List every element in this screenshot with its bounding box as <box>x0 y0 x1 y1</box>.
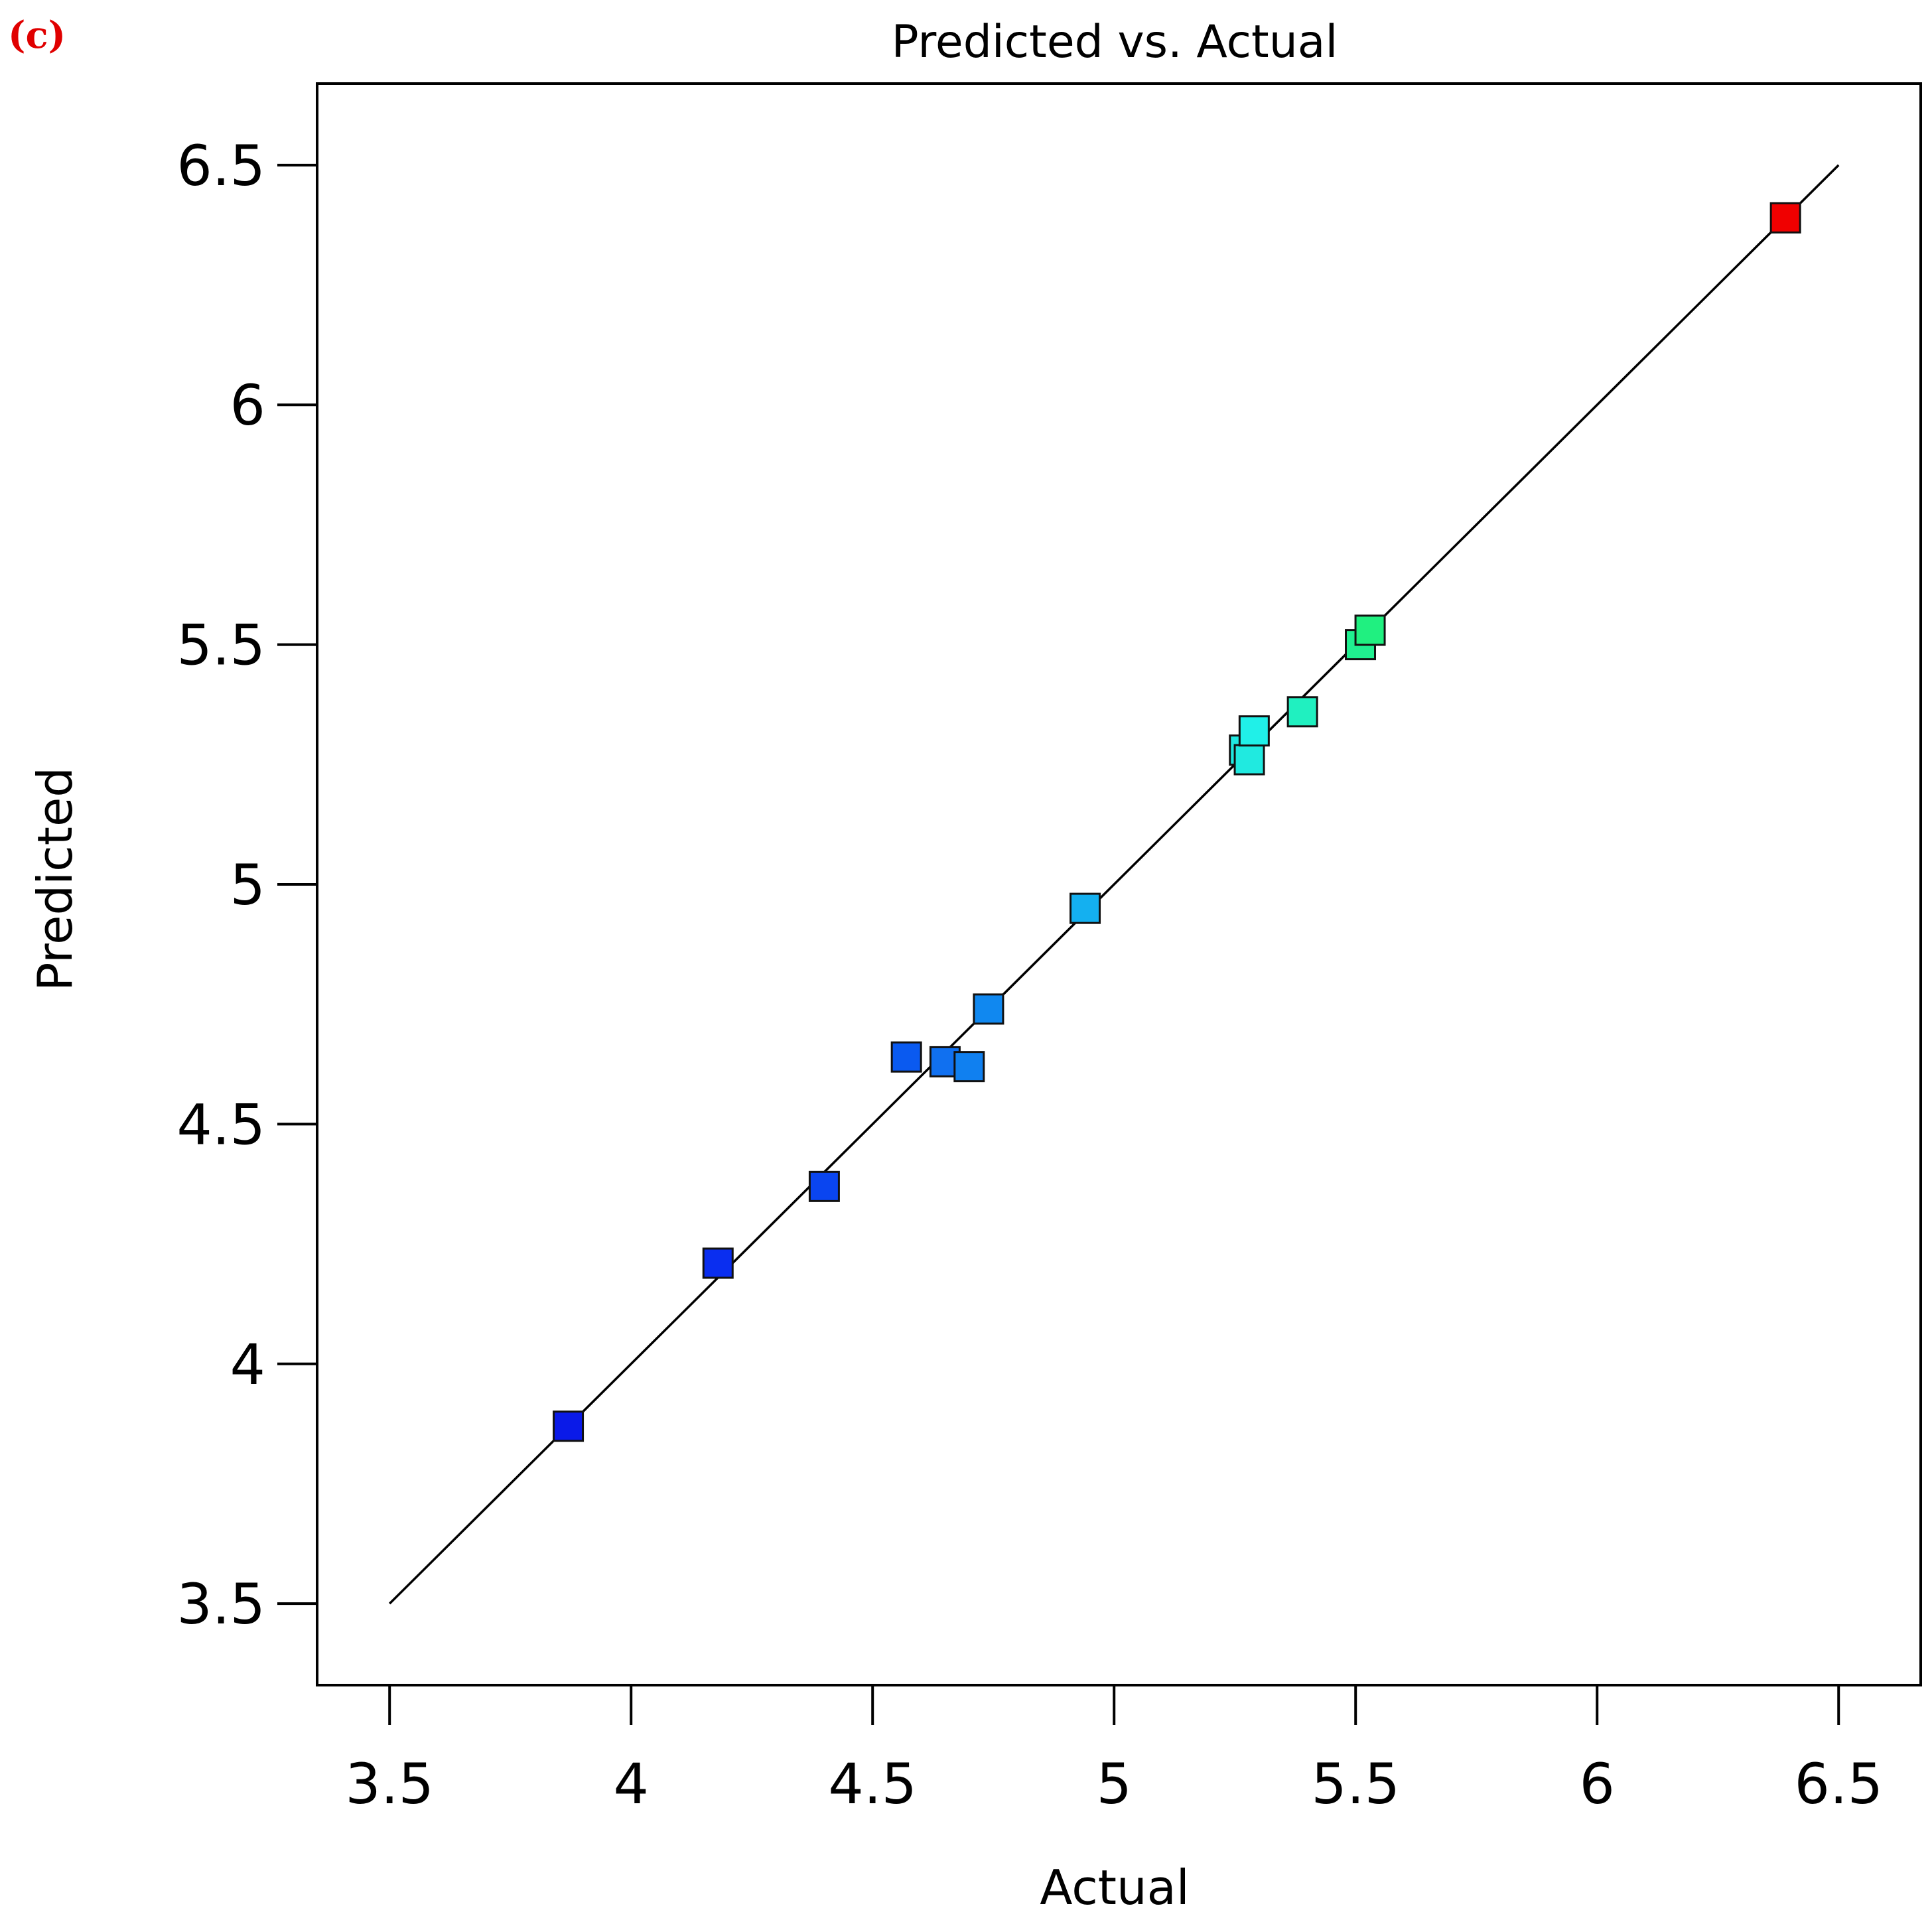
data-point <box>953 1051 985 1083</box>
data-point <box>1238 715 1270 747</box>
y-tick-label: 6.5 <box>176 133 265 198</box>
plot-area: 3.5 4 4.5 5 5.5 6 6.5 3.5 4 4.5 5 5.5 6 6.5 <box>176 82 1922 1817</box>
data-points <box>553 202 1801 1442</box>
y-tick-label: 4.5 <box>176 1092 265 1157</box>
panel-label: (c) <box>8 13 66 57</box>
reference-line-layer <box>388 164 1840 1605</box>
data-point <box>808 1170 840 1202</box>
data-point <box>702 1247 734 1279</box>
x-tick-label: 3.5 <box>345 1751 434 1817</box>
y-tick-label: 3.5 <box>176 1572 265 1637</box>
y-tick-label: 5 <box>230 853 265 918</box>
y-axis-label: Predicted <box>27 767 83 991</box>
x-tick-label: 6.5 <box>1794 1751 1883 1817</box>
data-point <box>973 993 1004 1025</box>
data-point <box>553 1410 585 1442</box>
data-point <box>1769 202 1801 234</box>
x-tick-label: 6 <box>1580 1751 1615 1817</box>
data-point <box>1233 744 1265 776</box>
x-tick-label: 4.5 <box>828 1751 917 1817</box>
x-tick-label: 4 <box>613 1751 648 1817</box>
chart-title: Predicted vs. Actual <box>892 16 1338 68</box>
y-tick-label: 6 <box>230 373 265 438</box>
x-axis-label: Actual <box>1040 1860 1190 1915</box>
data-point <box>1354 614 1386 646</box>
reference-line <box>388 164 1840 1605</box>
y-tick-label: 4 <box>230 1332 265 1397</box>
y-tick-label: 5.5 <box>176 613 265 678</box>
data-point <box>890 1041 922 1073</box>
data-point <box>1070 892 1101 924</box>
data-point <box>1286 696 1318 728</box>
x-tick-label: 5 <box>1096 1751 1131 1817</box>
x-tick-label: 5.5 <box>1311 1751 1400 1817</box>
